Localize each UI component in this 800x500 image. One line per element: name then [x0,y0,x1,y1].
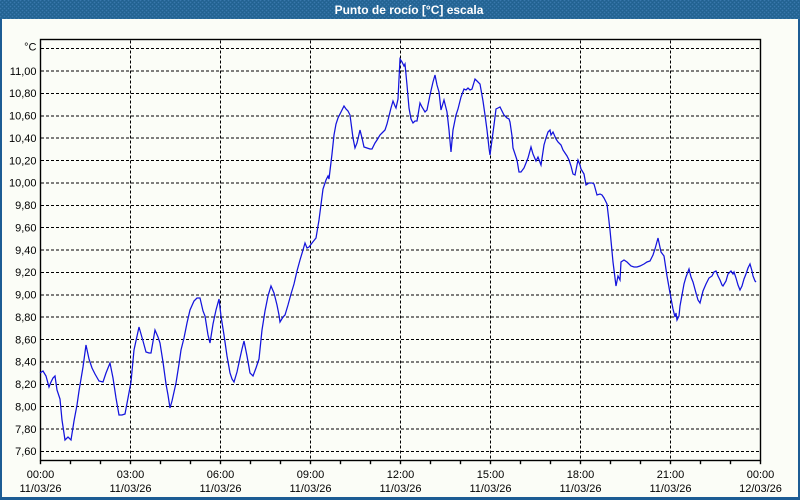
svg-text:8,40: 8,40 [15,357,36,369]
svg-text:11/03/26: 11/03/26 [199,483,241,495]
svg-text:°C: °C [24,42,36,54]
svg-text:9,60: 9,60 [15,222,36,234]
svg-text:8,60: 8,60 [15,334,36,346]
svg-text:7,80: 7,80 [15,424,36,436]
svg-text:10,60: 10,60 [9,111,37,123]
svg-text:10,00: 10,00 [9,178,37,190]
svg-text:09:00: 09:00 [297,469,325,481]
svg-text:11/03/26: 11/03/26 [379,483,421,495]
svg-text:10,20: 10,20 [9,155,37,167]
svg-text:11/03/26: 11/03/26 [109,483,151,495]
svg-text:18:00: 18:00 [567,469,595,481]
svg-text:15:00: 15:00 [477,469,505,481]
svg-text:11,00: 11,00 [10,66,37,78]
svg-text:11/03/26: 11/03/26 [559,483,601,495]
svg-text:03:00: 03:00 [117,469,145,481]
svg-text:8,00: 8,00 [15,401,36,413]
svg-text:11/03/26: 11/03/26 [649,483,691,495]
svg-text:9,00: 9,00 [15,290,36,302]
svg-text:9,80: 9,80 [15,200,36,212]
svg-text:21:00: 21:00 [657,469,685,481]
svg-text:10,80: 10,80 [9,88,37,100]
svg-text:12/03/26: 12/03/26 [739,483,782,495]
svg-text:06:00: 06:00 [207,469,235,481]
svg-text:00:00: 00:00 [27,469,55,481]
svg-text:9,20: 9,20 [15,267,36,279]
svg-text:9,40: 9,40 [15,245,36,257]
svg-text:00:00: 00:00 [747,469,775,481]
svg-text:8,80: 8,80 [15,312,36,324]
svg-text:12:00: 12:00 [387,469,415,481]
svg-text:11/03/26: 11/03/26 [469,483,511,495]
svg-text:11/03/26: 11/03/26 [289,483,331,495]
svg-text:10,40: 10,40 [9,133,37,145]
svg-text:8,20: 8,20 [15,379,36,391]
svg-text:7,60: 7,60 [15,446,36,458]
svg-text:11/03/26: 11/03/26 [19,483,61,495]
